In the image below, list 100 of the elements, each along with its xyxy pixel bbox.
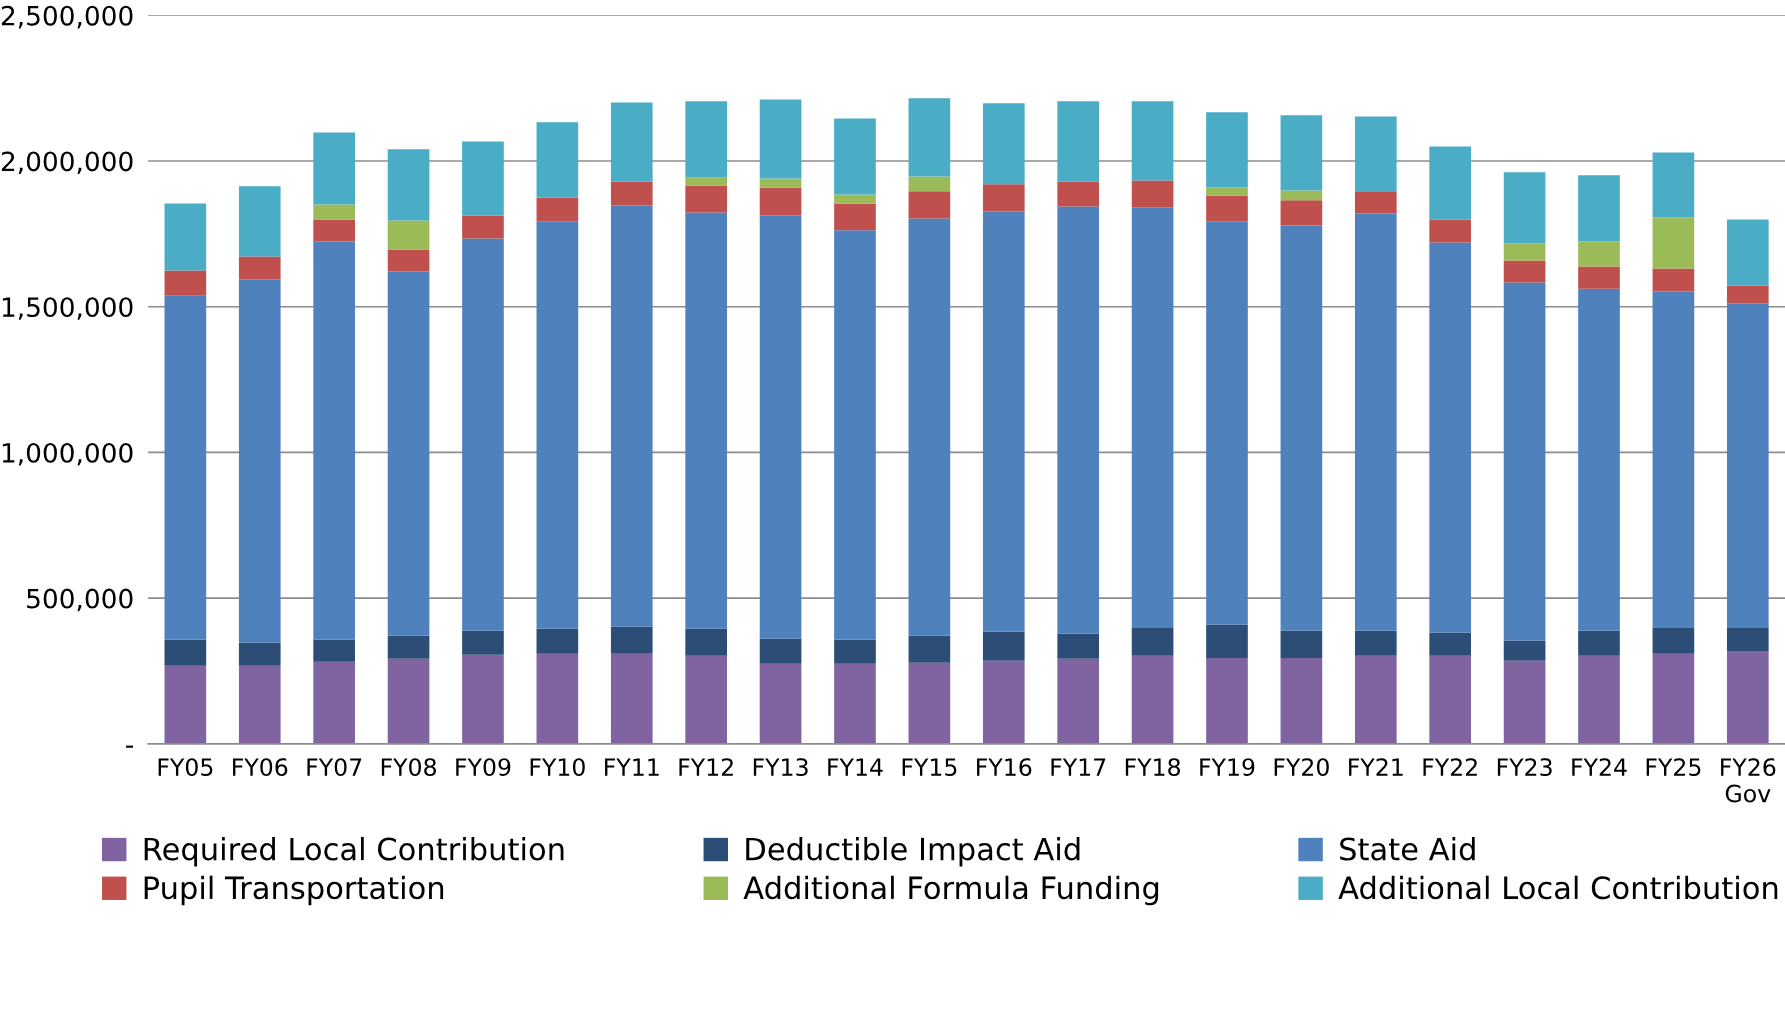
bar <box>1057 181 1100 207</box>
x-tick-label: FY07 <box>307 758 362 777</box>
bar <box>1652 152 1695 218</box>
bar <box>982 103 1025 185</box>
x-tick-label: FY22 <box>1423 758 1477 776</box>
bar <box>1726 650 1769 744</box>
bar <box>1578 288 1620 631</box>
bar <box>685 628 727 656</box>
bar <box>1057 633 1100 659</box>
bar <box>238 186 281 257</box>
bar <box>759 99 802 179</box>
bar <box>982 211 1025 632</box>
bar <box>610 653 653 744</box>
bar <box>1652 627 1695 654</box>
x-tick-label: FY16 <box>977 758 1032 777</box>
bar <box>982 184 1025 212</box>
bar <box>759 663 802 744</box>
bar <box>313 241 355 640</box>
bar <box>1503 243 1546 261</box>
bar <box>313 204 355 220</box>
bar <box>1578 175 1620 242</box>
bar <box>759 187 802 216</box>
x-tick-label: FY15 <box>902 758 957 777</box>
bar <box>164 203 207 271</box>
x-tick-label: FY05 <box>158 758 213 777</box>
bar <box>1652 268 1695 292</box>
bar <box>387 658 430 744</box>
bar <box>1206 112 1248 188</box>
bar <box>387 220 430 250</box>
legend-label: Additional Formula Funding <box>743 875 1159 906</box>
bar <box>1280 225 1323 631</box>
x-tick-label: FY10 <box>530 758 585 777</box>
bar <box>536 653 579 744</box>
bar <box>759 638 802 664</box>
bar <box>1578 655 1620 744</box>
x-tick-label: FY11 <box>605 758 659 776</box>
bar <box>908 191 951 219</box>
bar <box>462 654 504 744</box>
bar <box>1206 221 1248 625</box>
bar <box>1503 260 1546 283</box>
bar <box>1280 190 1323 201</box>
bar <box>164 665 207 744</box>
bar <box>1726 303 1769 628</box>
x-tick-label: FY06 <box>233 758 288 777</box>
bar <box>1131 101 1174 181</box>
bar <box>536 122 579 198</box>
y-tick-label: 1,000,000 <box>2 442 133 466</box>
x-tick-label: FY13 <box>753 758 808 777</box>
bar <box>462 141 504 216</box>
bar <box>536 221 579 629</box>
bar <box>1429 655 1472 744</box>
bar <box>610 102 653 182</box>
bar <box>1503 282 1546 641</box>
bar <box>1131 655 1174 744</box>
bar <box>1280 657 1323 744</box>
x-tick-label: FY18 <box>1125 758 1180 777</box>
bar <box>1280 115 1323 191</box>
y-tick-label: 2,500,000 <box>1 5 133 29</box>
bar <box>1057 101 1100 182</box>
bar <box>1429 632 1472 656</box>
bar <box>1354 191 1397 214</box>
bar <box>462 630 504 655</box>
bar <box>610 205 653 627</box>
bar <box>1057 658 1100 744</box>
bar <box>685 177 727 186</box>
bar <box>685 655 727 744</box>
bar <box>1578 241 1620 267</box>
bar <box>908 635 951 663</box>
bar <box>1503 172 1546 244</box>
bar <box>387 271 430 636</box>
x-tick-label: FY08 <box>381 758 436 777</box>
y-tick-label: - <box>126 745 133 748</box>
bar <box>313 661 355 744</box>
legend-label: Additional Local Contribution <box>1338 875 1778 900</box>
bar <box>685 185 727 213</box>
y-tick-label: 1,500,000 <box>2 297 133 320</box>
bar <box>1652 291 1695 628</box>
bar <box>982 660 1025 744</box>
bar <box>1354 655 1397 744</box>
x-tick-label: FY09 <box>456 758 511 777</box>
x-tick-label: FY17 <box>1051 758 1106 776</box>
bar <box>834 663 876 744</box>
bar <box>834 203 876 231</box>
x-tick-label: FY23 <box>1497 758 1552 777</box>
x-tick-label: FY21 <box>1349 758 1403 776</box>
bar <box>834 230 876 640</box>
bar <box>1503 660 1546 744</box>
bar <box>610 626 653 654</box>
legend-label: State Aid <box>1340 836 1475 861</box>
bar <box>387 249 430 272</box>
bar <box>908 218 951 636</box>
legend-label: Deductible Impact Aid <box>746 836 1080 867</box>
bar <box>908 662 951 744</box>
bar <box>685 212 727 629</box>
bar <box>238 279 281 643</box>
bar <box>908 176 951 192</box>
bar <box>164 295 207 640</box>
bar <box>1206 624 1248 658</box>
bar <box>1354 116 1397 192</box>
bar <box>238 665 281 744</box>
